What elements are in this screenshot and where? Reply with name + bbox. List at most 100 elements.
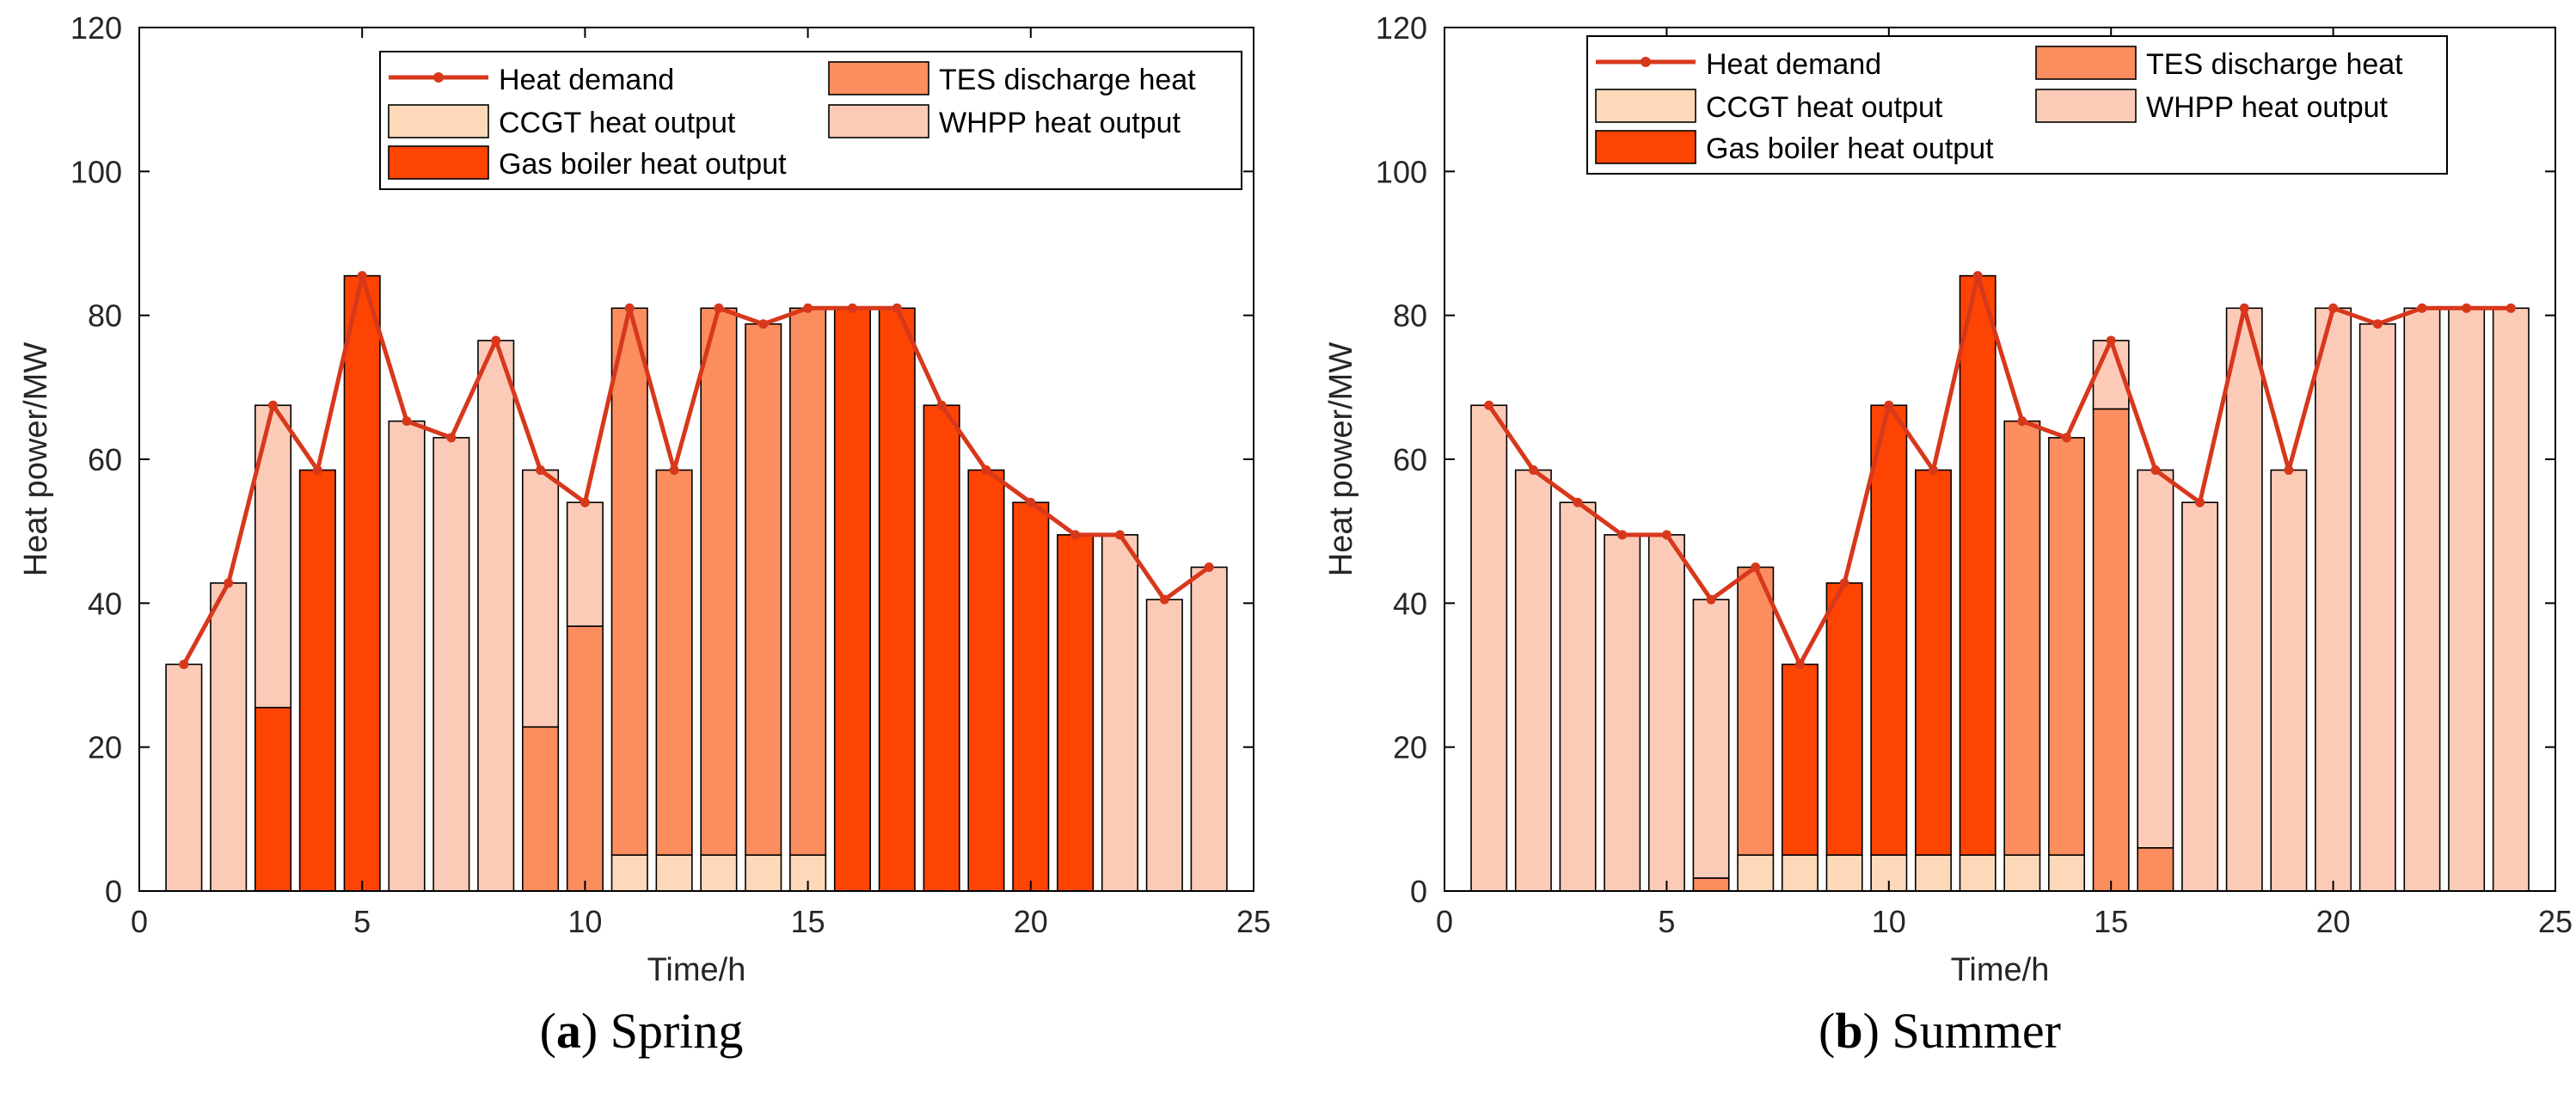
- bar-ccgt-t8: [1781, 854, 1819, 892]
- bar-boiler-t10: [1870, 404, 1908, 856]
- demand-point-t6: [402, 416, 412, 427]
- demand-point-t22: [1114, 530, 1125, 540]
- legend-swatch-ccgt: [1595, 89, 1696, 123]
- chart-panel-a: 0 5 10 15 20 25 0 20 40 60 80 100 120 Time/h Heat powe…: [18, 10, 1271, 988]
- bar-whpp-t2: [1514, 469, 1552, 892]
- legend-box: [379, 51, 1242, 190]
- legend-marker-demand: [433, 72, 444, 83]
- bar-boiler-t3: [254, 706, 292, 892]
- demand-point-t4: [312, 465, 322, 476]
- bar-boiler-t9: [1825, 582, 1863, 856]
- demand-point-t8: [1794, 659, 1805, 669]
- y-tick-label: 100: [71, 154, 122, 189]
- bar-boiler-t20: [1012, 501, 1050, 892]
- x-tick-label: 25: [1236, 904, 1271, 939]
- demand-point-t10: [1884, 400, 1894, 410]
- y-tick-label: 60: [88, 442, 122, 477]
- demand-point-t7: [446, 433, 457, 443]
- x-tick-label: 15: [2094, 904, 2128, 939]
- x-tick-label: 20: [1014, 904, 1048, 939]
- legend-swatch-whpp: [828, 104, 929, 138]
- bar-whpp-t6: [388, 420, 426, 892]
- y-tick-label: 40: [1393, 586, 1427, 621]
- bar-whpp-t8: [477, 340, 515, 892]
- demand-point-t14: [758, 319, 769, 329]
- legend-swatch-whpp: [2035, 89, 2137, 123]
- demand-point-t21: [2372, 319, 2383, 329]
- y-tick-label: 80: [88, 298, 122, 334]
- demand-point-t20: [2328, 303, 2339, 313]
- legend-label-boiler: Gas boiler heat output: [1706, 132, 1994, 165]
- bar-ccgt-t14: [745, 854, 782, 892]
- x-tick-label: 10: [567, 904, 602, 939]
- bar-boiler-t17: [878, 307, 916, 892]
- demand-point-t19: [981, 465, 991, 476]
- legend-box: [1586, 35, 2448, 175]
- demand-point-t5: [357, 271, 367, 281]
- bar-whpp-t24: [2492, 307, 2530, 892]
- bar-ccgt-t11: [1915, 854, 1952, 892]
- chart-panel-b: 0 5 10 15 20 25 0 20 40 60 80 100 120 Time/h Heat powe…: [1323, 10, 2573, 988]
- demand-point-t19: [2284, 465, 2294, 476]
- demand-point-t16: [847, 303, 857, 313]
- y-tick-label: 20: [1393, 730, 1427, 765]
- bar-whpp-t19: [2270, 469, 2308, 892]
- bar-tes-t14: [745, 323, 782, 856]
- x-tick-label: 5: [353, 904, 371, 939]
- bar-boiler-t18: [923, 404, 960, 892]
- bar-whpp-t10: [566, 501, 604, 627]
- demand-point-t5: [1661, 530, 1671, 540]
- demand-point-t9: [536, 465, 546, 476]
- bar-whpp-t2: [210, 582, 248, 892]
- legend-label-whpp: WHPP heat output: [2146, 91, 2389, 124]
- demand-point-t4: [1617, 530, 1628, 540]
- demand-point-t1: [179, 659, 189, 669]
- legend-label-tes: TES discharge heat: [2146, 48, 2403, 81]
- x-tick-label: 0: [1436, 904, 1453, 939]
- legend-swatch-boiler: [388, 145, 489, 180]
- y-tick-label: 80: [1393, 298, 1427, 334]
- bar-whpp-t24: [1190, 566, 1228, 892]
- bar-boiler-t8: [1781, 663, 1819, 856]
- demand-point-t6: [1706, 594, 1716, 605]
- legend-swatch-ccgt: [388, 104, 489, 138]
- bar-whpp-t16: [2137, 469, 2174, 849]
- demand-point-t13: [714, 303, 724, 313]
- bar-tes-t9: [522, 726, 560, 892]
- caption-b: (b) Summer: [1819, 1003, 2061, 1059]
- demand-point-t18: [936, 400, 947, 410]
- demand-point-t23: [1159, 594, 1169, 605]
- legend-label-boiler: Gas boiler heat output: [499, 148, 787, 181]
- bar-boiler-t19: [967, 469, 1005, 892]
- demand-point-t17: [892, 303, 902, 313]
- demand-point-t7: [1751, 562, 1761, 572]
- demand-point-t23: [2462, 303, 2472, 313]
- legend-label-ccgt: CCGT heat output: [499, 107, 736, 139]
- legend-marker-demand: [1641, 57, 1651, 67]
- x-tick-label: 5: [1658, 904, 1675, 939]
- demand-point-t14: [2062, 433, 2072, 443]
- bar-whpp-t5: [1647, 534, 1685, 892]
- bar-whpp-t1: [1470, 404, 1508, 892]
- bar-whpp-t23: [2448, 307, 2486, 892]
- y-tick-label: 20: [88, 730, 122, 765]
- bar-tes-t7: [1737, 566, 1775, 856]
- bar-ccgt-t14: [2048, 854, 2085, 892]
- demand-point-t3: [268, 400, 279, 410]
- bar-ccgt-t13: [700, 854, 738, 892]
- bar-tes-t13: [2003, 420, 2041, 856]
- bar-boiler-t11: [1915, 469, 1952, 856]
- legend: Heat demand TES discharge heat CCGT heat o…: [1586, 35, 2448, 175]
- legend-swatch-boiler: [1595, 130, 1696, 164]
- demand-point-t2: [1528, 465, 1538, 476]
- demand-line: [181, 274, 1211, 666]
- demand-point-t11: [1928, 465, 1938, 476]
- demand-point-t12: [669, 465, 679, 476]
- demand-point-t24: [2505, 303, 2516, 313]
- demand-point-t24: [1204, 562, 1214, 572]
- demand-point-t10: [580, 497, 590, 507]
- demand-point-t17: [2195, 497, 2205, 507]
- bar-whpp-t6: [1692, 599, 1730, 879]
- y-tick-label: 60: [1393, 442, 1427, 477]
